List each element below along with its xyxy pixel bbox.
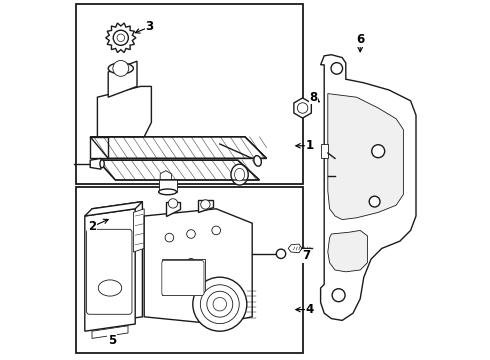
Ellipse shape [100, 160, 104, 168]
Polygon shape [328, 94, 403, 220]
Circle shape [207, 291, 233, 317]
Polygon shape [90, 137, 267, 158]
Text: 1: 1 [306, 139, 314, 152]
Ellipse shape [254, 156, 261, 166]
Polygon shape [160, 171, 172, 184]
Polygon shape [90, 158, 101, 169]
Ellipse shape [235, 168, 245, 181]
Circle shape [331, 63, 343, 74]
Circle shape [165, 262, 174, 271]
Circle shape [193, 277, 247, 331]
Ellipse shape [159, 189, 176, 195]
Ellipse shape [98, 280, 122, 296]
Circle shape [372, 145, 385, 158]
Circle shape [213, 297, 226, 311]
Circle shape [212, 226, 220, 235]
Text: 6: 6 [356, 33, 365, 46]
Polygon shape [92, 202, 143, 324]
Bar [76, 187, 303, 353]
Polygon shape [133, 209, 144, 252]
Circle shape [117, 34, 124, 41]
Circle shape [276, 249, 286, 258]
Circle shape [113, 30, 128, 45]
Text: 4: 4 [306, 303, 314, 316]
Circle shape [332, 289, 345, 302]
Circle shape [113, 60, 129, 76]
Circle shape [200, 285, 239, 324]
Bar [162, 259, 205, 295]
Polygon shape [85, 202, 143, 216]
Ellipse shape [231, 164, 248, 185]
Circle shape [187, 258, 196, 267]
Text: 8: 8 [309, 91, 318, 104]
FancyBboxPatch shape [87, 229, 132, 314]
Polygon shape [92, 326, 128, 338]
Circle shape [169, 199, 178, 208]
Text: 5: 5 [108, 334, 116, 347]
Circle shape [201, 200, 210, 209]
Polygon shape [98, 86, 151, 137]
Polygon shape [108, 61, 137, 97]
Polygon shape [320, 55, 416, 320]
Circle shape [297, 103, 308, 113]
Circle shape [369, 196, 380, 207]
Polygon shape [90, 137, 108, 158]
Polygon shape [85, 209, 135, 331]
FancyBboxPatch shape [162, 261, 204, 296]
Polygon shape [328, 230, 368, 272]
Text: 7: 7 [302, 249, 310, 262]
Text: 2: 2 [88, 220, 96, 233]
Bar [159, 179, 176, 192]
Polygon shape [98, 160, 259, 180]
Circle shape [187, 230, 196, 238]
Polygon shape [198, 200, 213, 212]
Polygon shape [144, 209, 252, 324]
Ellipse shape [108, 63, 133, 74]
Polygon shape [320, 144, 328, 158]
Polygon shape [166, 202, 180, 216]
Polygon shape [106, 23, 136, 53]
Circle shape [165, 233, 174, 242]
Bar [76, 4, 303, 184]
Polygon shape [294, 98, 311, 118]
Polygon shape [288, 244, 302, 253]
Text: 3: 3 [146, 21, 154, 33]
